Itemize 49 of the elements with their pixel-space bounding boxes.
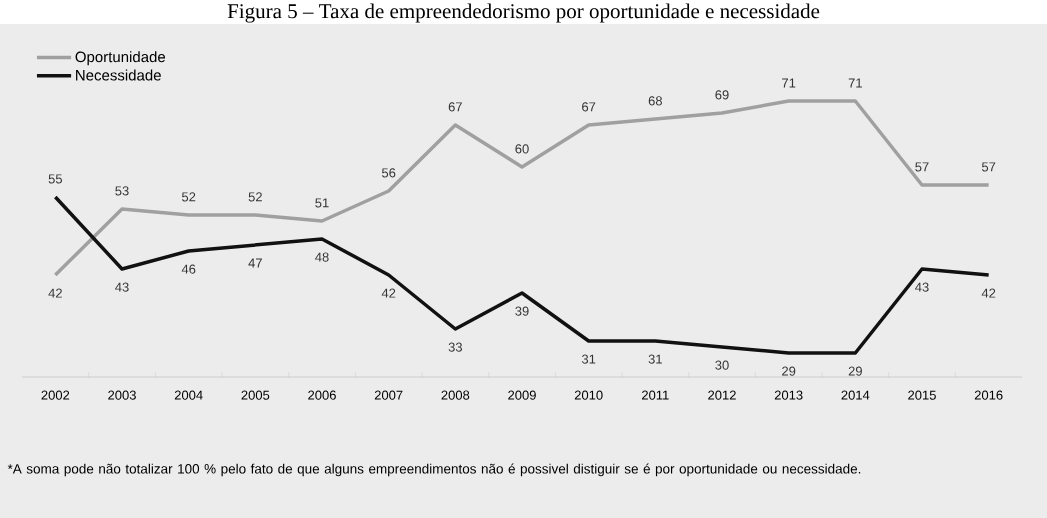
data-label: 48: [315, 252, 329, 262]
x-tick-label: 2015: [908, 390, 936, 400]
data-label: 67: [582, 102, 596, 112]
data-label: 29: [848, 366, 862, 376]
data-label: 31: [581, 354, 596, 364]
legend-label: Necessidade: [76, 69, 161, 81]
x-tick-label: 2002: [41, 390, 70, 400]
x-tick-label: 2011: [642, 390, 669, 400]
data-label: 57: [915, 162, 929, 172]
x-tick-label: 2004: [174, 390, 203, 400]
data-label: 42: [381, 288, 396, 298]
x-tick-label: 2009: [508, 390, 536, 400]
x-tick-label: 2012: [708, 390, 736, 400]
data-label: 51: [315, 198, 329, 208]
data-label: 47: [248, 258, 262, 268]
data-label: 71: [848, 78, 862, 88]
data-label: 60: [515, 144, 529, 154]
data-label: 71: [782, 78, 796, 88]
data-label: 53: [115, 186, 129, 196]
x-tick-label: 2005: [241, 390, 270, 400]
data-label: 33: [448, 342, 462, 352]
x-tick-label: 2010: [574, 390, 603, 400]
legend-label: Oportunidade: [75, 51, 166, 66]
x-tick-label: 2008: [441, 390, 470, 400]
data-label: 52: [248, 192, 262, 202]
x-tick-label: 2007: [374, 390, 403, 400]
data-label: 52: [181, 192, 196, 202]
text: *A soma pode não totalizar 100 % pelo fato de que alguns empreendimentos não é possivel distiguir se é por oportunidade ou necessidade.: [7, 463, 861, 477]
x-tick-label: 2006: [308, 390, 336, 400]
x-tick-label: 2016: [974, 390, 1003, 400]
data-label: 46: [181, 264, 196, 274]
data-label: 57: [981, 162, 996, 172]
x-tick-label: 2003: [108, 390, 136, 400]
data-label: 29: [782, 366, 796, 376]
data-label: 55: [48, 174, 63, 184]
data-label: 56: [381, 168, 396, 178]
data-label: 31: [648, 354, 662, 364]
x-tick-label: 2014: [841, 390, 870, 400]
data-label: 42: [981, 288, 996, 298]
data-label: 67: [448, 102, 462, 112]
data-label: 69: [715, 90, 729, 100]
x-tick-label: 2013: [774, 390, 803, 400]
data-label: 43: [115, 282, 129, 292]
data-label: 39: [515, 306, 529, 316]
chart-title: Figura 5 – Taxa de empreendedorismo por oportunidade e necessidade: [227, 3, 820, 23]
data-label: 43: [915, 282, 929, 292]
data-label: 42: [48, 288, 62, 298]
data-label: 30: [715, 360, 729, 370]
data-label: 68: [648, 96, 662, 106]
